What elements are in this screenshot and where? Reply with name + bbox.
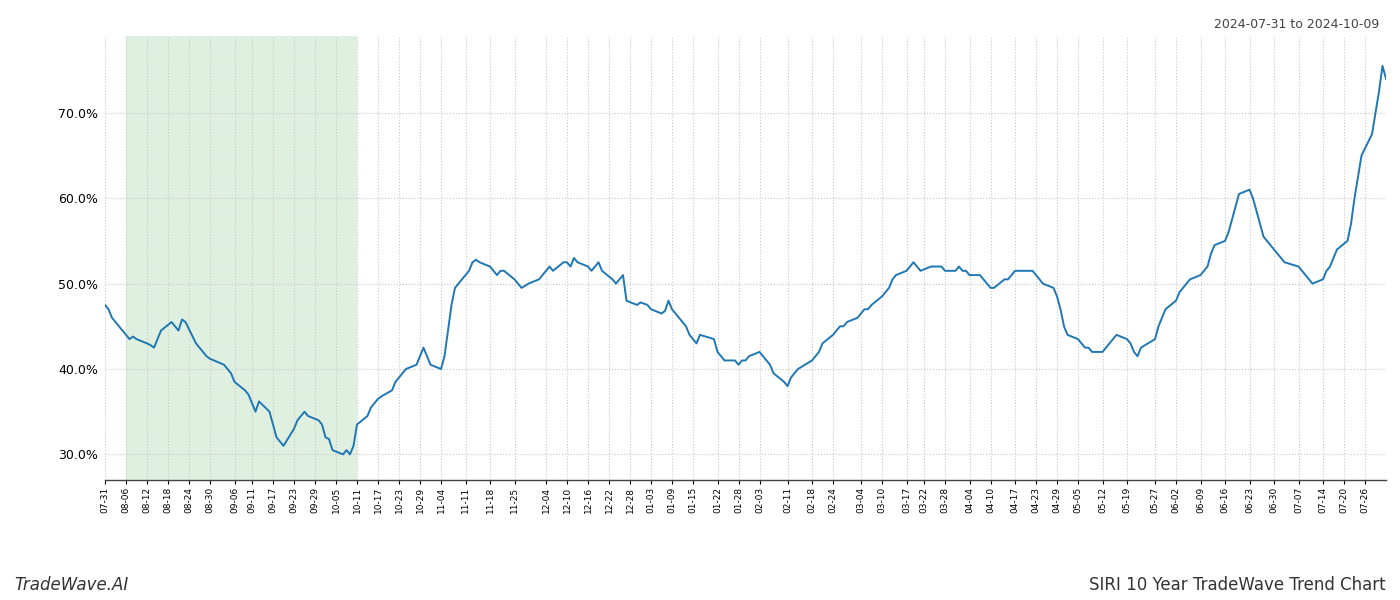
Text: SIRI 10 Year TradeWave Trend Chart: SIRI 10 Year TradeWave Trend Chart <box>1089 576 1386 594</box>
Text: 2024-07-31 to 2024-10-09: 2024-07-31 to 2024-10-09 <box>1214 18 1379 31</box>
Text: TradeWave.AI: TradeWave.AI <box>14 576 129 594</box>
Bar <box>126 36 357 480</box>
